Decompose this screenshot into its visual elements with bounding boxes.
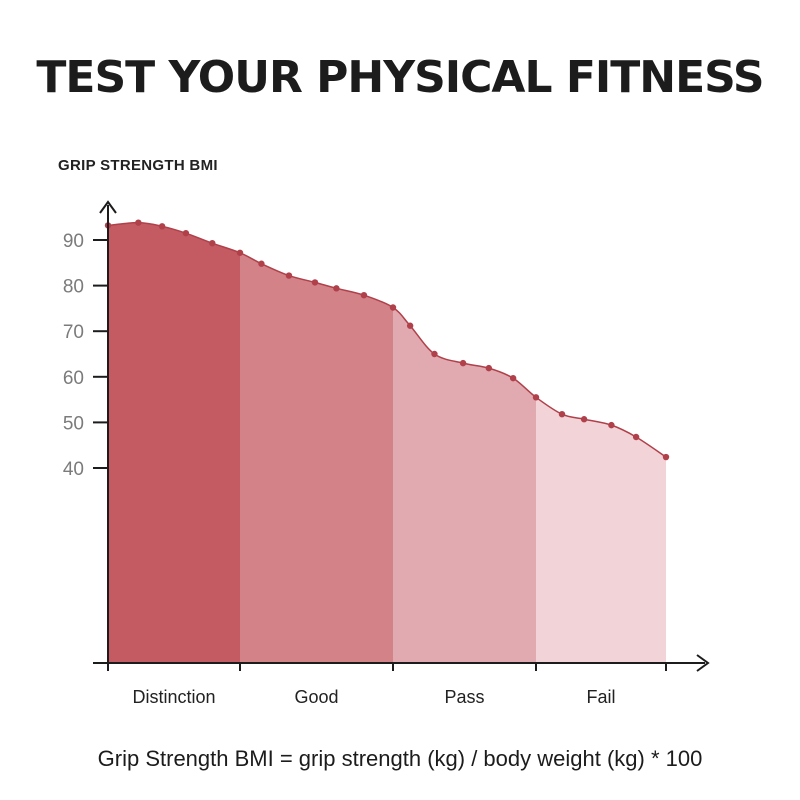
y-tick-label: 60 — [63, 368, 84, 389]
curve-point — [209, 239, 216, 247]
curve-point — [236, 249, 244, 256]
y-tick-label: 70 — [63, 322, 84, 343]
formula-text: Grip Strength BMI = grip strength (kg) /… — [97, 746, 703, 771]
curve-point — [509, 374, 517, 382]
y-tick-label: 40 — [63, 459, 84, 480]
curve-point — [360, 291, 368, 299]
x-category-label: Pass — [444, 687, 484, 707]
curve-point — [333, 285, 340, 292]
band-fail — [536, 222, 666, 663]
y-tick-label: 90 — [63, 231, 84, 252]
curve-point — [285, 272, 293, 279]
curve-point — [258, 260, 265, 267]
curve-point — [158, 223, 166, 230]
curve-point — [485, 364, 493, 372]
curve-point — [662, 453, 670, 461]
curve-point — [558, 410, 566, 418]
y-tick-label: 50 — [63, 413, 84, 434]
curve-point — [532, 394, 540, 401]
curve-point — [389, 304, 397, 311]
band-good — [240, 222, 393, 663]
y-axis-title: GRIP STRENGTH BMI — [58, 157, 218, 174]
curve-point — [182, 229, 190, 237]
curve-point — [580, 416, 588, 423]
x-axis-ticks — [107, 663, 667, 671]
x-category-label: Good — [294, 687, 338, 707]
x-category-label: Fail — [586, 687, 615, 707]
x-axis-arrow — [696, 654, 710, 672]
curve-points — [104, 219, 670, 461]
y-tick-label: 80 — [63, 277, 84, 298]
x-axis-labels: Distinction Good Pass Fail — [132, 687, 615, 707]
page-title: TEST YOUR PHYSICAL FITNESS — [36, 52, 764, 103]
curve-point — [406, 322, 414, 329]
y-axis-arrow — [99, 200, 117, 214]
curve-point — [311, 279, 319, 286]
curve-point — [135, 219, 142, 226]
y-axis-ticks: 40 50 60 70 80 90 — [63, 231, 108, 480]
curve-point — [608, 421, 615, 429]
band-distinction — [108, 222, 240, 663]
band-pass — [393, 222, 536, 663]
curve-point — [459, 359, 467, 367]
curve-point — [632, 433, 640, 441]
curve-point — [431, 350, 438, 358]
x-category-label: Distinction — [132, 687, 215, 707]
